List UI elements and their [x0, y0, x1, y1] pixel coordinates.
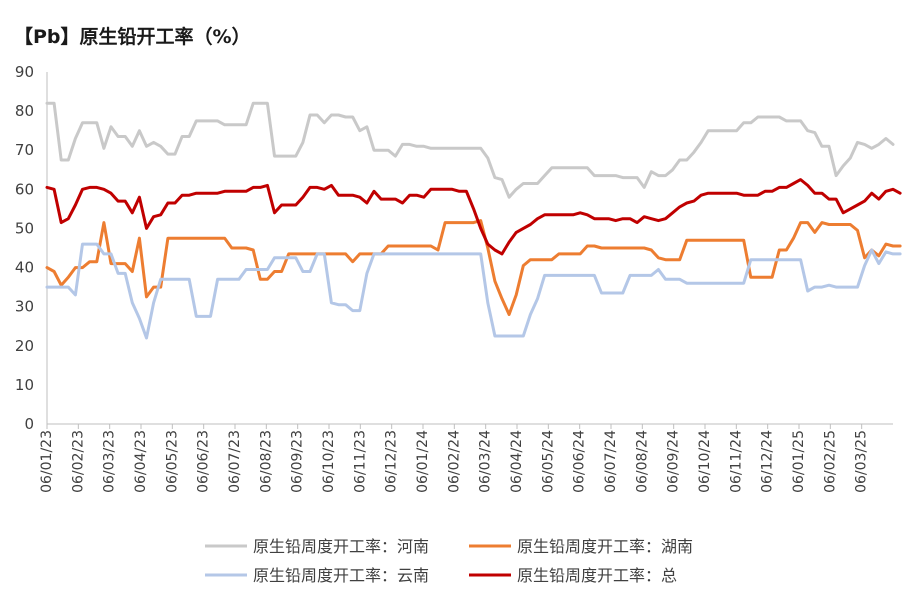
x-tick-label: 06/12/24	[760, 430, 776, 493]
y-tick-label: 50	[15, 219, 34, 237]
chart-title: 【Pb】原生铅开工率（%）	[14, 26, 251, 48]
x-tick-label: 06/05/23	[164, 430, 180, 493]
y-tick-label: 10	[15, 376, 34, 394]
series-line-3	[45, 178, 902, 256]
x-tick-label: 06/09/23	[290, 430, 306, 493]
x-tick-label: 06/10/24	[697, 430, 713, 493]
y-tick-label: 20	[15, 337, 34, 355]
y-tick-label: 0	[24, 415, 34, 433]
series-line-2	[45, 242, 902, 340]
x-tick-label: 06/08/24	[634, 430, 650, 493]
x-tick-label: 06/01/25	[791, 430, 807, 493]
x-tick-label: 06/03/23	[102, 430, 118, 493]
legend-label-3: 原生铅周度开工率：总	[517, 566, 677, 585]
x-tick-label: 06/04/24	[509, 430, 525, 493]
legend-label-1: 原生铅周度开工率：湖南	[517, 537, 693, 556]
x-tick-label: 06/07/24	[603, 430, 619, 493]
legend-label-2: 原生铅周度开工率：云南	[253, 566, 429, 585]
y-tick-label: 60	[15, 180, 34, 198]
legend-label-0: 原生铅周度开工率：河南	[253, 537, 429, 556]
x-tick-label: 06/05/24	[540, 430, 556, 493]
y-tick-label: 90	[15, 63, 34, 81]
x-tick-label: 06/04/23	[133, 430, 149, 493]
x-tick-label: 06/02/24	[446, 430, 462, 493]
x-tick-label: 06/09/24	[666, 430, 682, 493]
x-tick-label: 06/11/23	[352, 430, 368, 493]
x-tick-label: 06/08/23	[258, 430, 274, 493]
x-tick-label: 06/01/23	[39, 430, 55, 493]
x-tick-label: 06/02/25	[822, 430, 838, 493]
x-tick-label: 06/11/24	[728, 430, 744, 493]
x-tick-label: 06/06/23	[196, 430, 212, 493]
series-lines	[45, 101, 902, 340]
x-tick-label: 06/03/24	[478, 430, 494, 493]
y-tick-label: 30	[15, 298, 34, 316]
y-tick-label: 40	[15, 259, 34, 277]
x-tick-label: 06/07/23	[227, 430, 243, 493]
x-tick-label: 06/12/23	[384, 430, 400, 493]
x-tick-label: 06/10/23	[321, 430, 337, 493]
x-tick-label: 06/01/24	[415, 430, 431, 493]
y-tick-label: 70	[15, 141, 34, 159]
series-line-1	[45, 219, 902, 316]
y-tick-label: 80	[15, 102, 34, 120]
x-tick-label: 06/03/25	[854, 430, 870, 493]
x-tick-label: 06/06/24	[572, 430, 588, 493]
series-line-0	[45, 101, 895, 199]
axes: 0 10 20 30 40 50 60 70 80 90 06/01/23 06/02/23 06/03…	[15, 63, 893, 493]
x-tick-label: 06/02/23	[70, 430, 86, 493]
